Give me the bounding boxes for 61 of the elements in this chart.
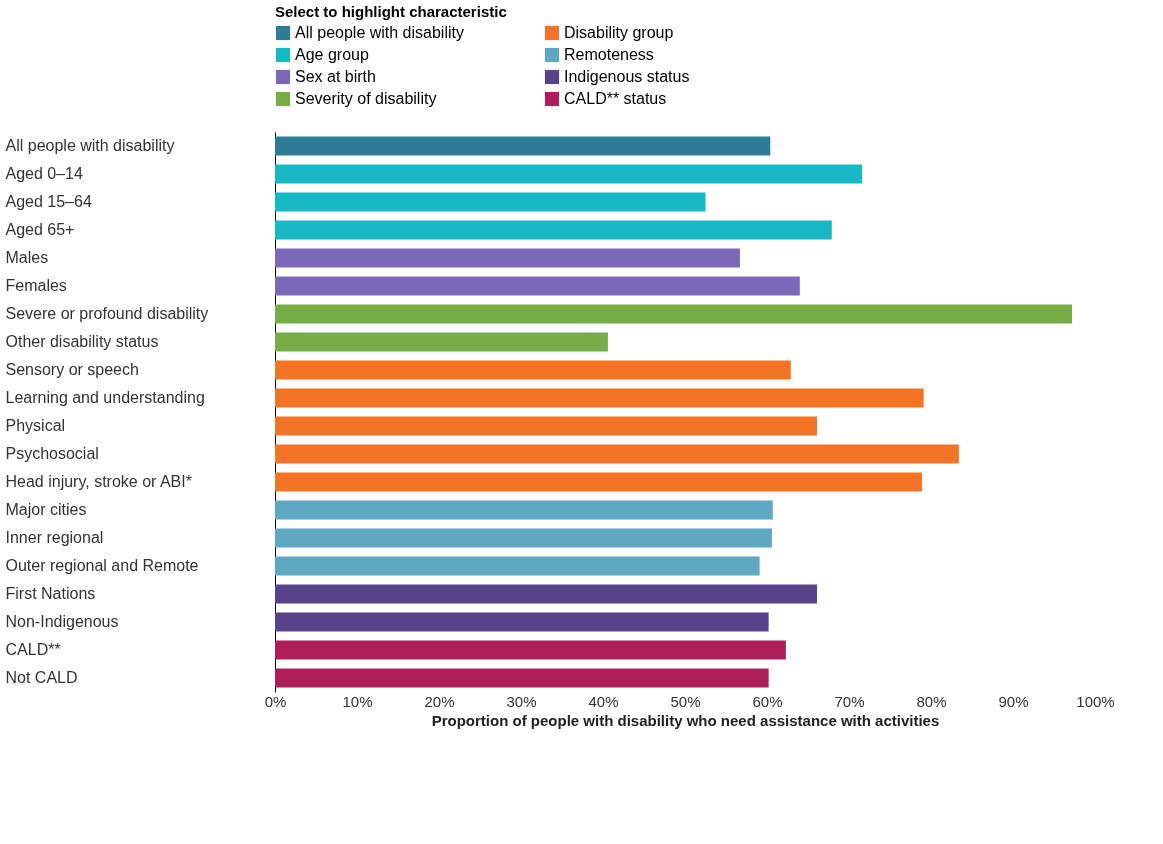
- x-tick-label: 0%: [264, 692, 287, 710]
- legend-label: Indigenous status: [564, 68, 690, 85]
- y-tick-label: Females: [5, 277, 67, 294]
- x-tick-label: 70%: [834, 692, 865, 710]
- x-axis-title: Proportion of people with disability who need assistance with activities: [431, 711, 940, 729]
- y-tick-label: Sensory or speech: [5, 361, 139, 378]
- bar: [275, 164, 863, 184]
- legend-label: CALD** status: [564, 90, 667, 107]
- bar: [275, 584, 818, 604]
- legend-label: Age group: [295, 46, 369, 63]
- y-tick-label: Other disability status: [5, 333, 159, 350]
- legend-label: Severity of disability: [295, 90, 437, 107]
- y-tick-label: Aged 65+: [5, 221, 75, 238]
- y-tick-label: Not CALD: [5, 669, 78, 686]
- bar: [275, 220, 832, 240]
- bar: [275, 388, 924, 408]
- bar: [275, 248, 740, 268]
- bar: [275, 472, 922, 492]
- y-tick-label: First Nations: [5, 585, 96, 602]
- bar: [275, 360, 791, 380]
- bar: [275, 528, 772, 548]
- bar: [275, 276, 800, 296]
- y-tick-label: Males: [5, 249, 49, 266]
- bar: [275, 304, 1073, 324]
- bar: [275, 668, 769, 688]
- x-tick-label: 20%: [424, 692, 455, 710]
- y-tick-label: Major cities: [5, 501, 87, 518]
- bar: [275, 556, 760, 576]
- legend-label: Disability group: [564, 24, 674, 41]
- bar: [275, 612, 769, 632]
- x-tick-label: 60%: [752, 692, 783, 710]
- bar: [275, 640, 786, 660]
- bar: [275, 444, 959, 464]
- x-tick-label: 80%: [916, 692, 947, 710]
- bar: [275, 500, 773, 520]
- x-tick-label: 100%: [1076, 692, 1115, 710]
- bar: [275, 136, 771, 156]
- x-tick-label: 50%: [670, 692, 701, 710]
- y-tick-label: CALD**: [5, 641, 61, 658]
- y-tick-label: Inner regional: [5, 529, 104, 546]
- y-tick-label: All people with disability: [5, 137, 175, 154]
- x-tick-label: 40%: [588, 692, 619, 710]
- bar: [275, 332, 608, 352]
- legend-label: Sex at birth: [295, 68, 376, 85]
- bar: [275, 192, 706, 212]
- legend-label: All people with disability: [295, 24, 464, 41]
- bar: [275, 416, 818, 436]
- legend-label: Remoteness: [564, 46, 654, 63]
- y-tick-label: Psychosocial: [5, 445, 99, 462]
- y-tick-label: Non-Indigenous: [5, 613, 119, 630]
- y-tick-label: Head injury, stroke or ABI*: [5, 473, 192, 490]
- x-tick-label: 30%: [506, 692, 537, 710]
- legend-title: Select to highlight characteristic: [275, 3, 507, 20]
- y-tick-label: Severe or profound disability: [5, 305, 209, 322]
- y-tick-label: Outer regional and Remote: [5, 557, 199, 574]
- x-tick-label: 90%: [998, 692, 1029, 710]
- y-tick-label: Learning and understanding: [5, 389, 205, 406]
- x-tick-label: 10%: [342, 692, 373, 710]
- y-tick-label: Physical: [5, 417, 66, 434]
- y-tick-label: Aged 0–14: [5, 165, 84, 182]
- y-tick-label: Aged 15–64: [5, 193, 92, 210]
